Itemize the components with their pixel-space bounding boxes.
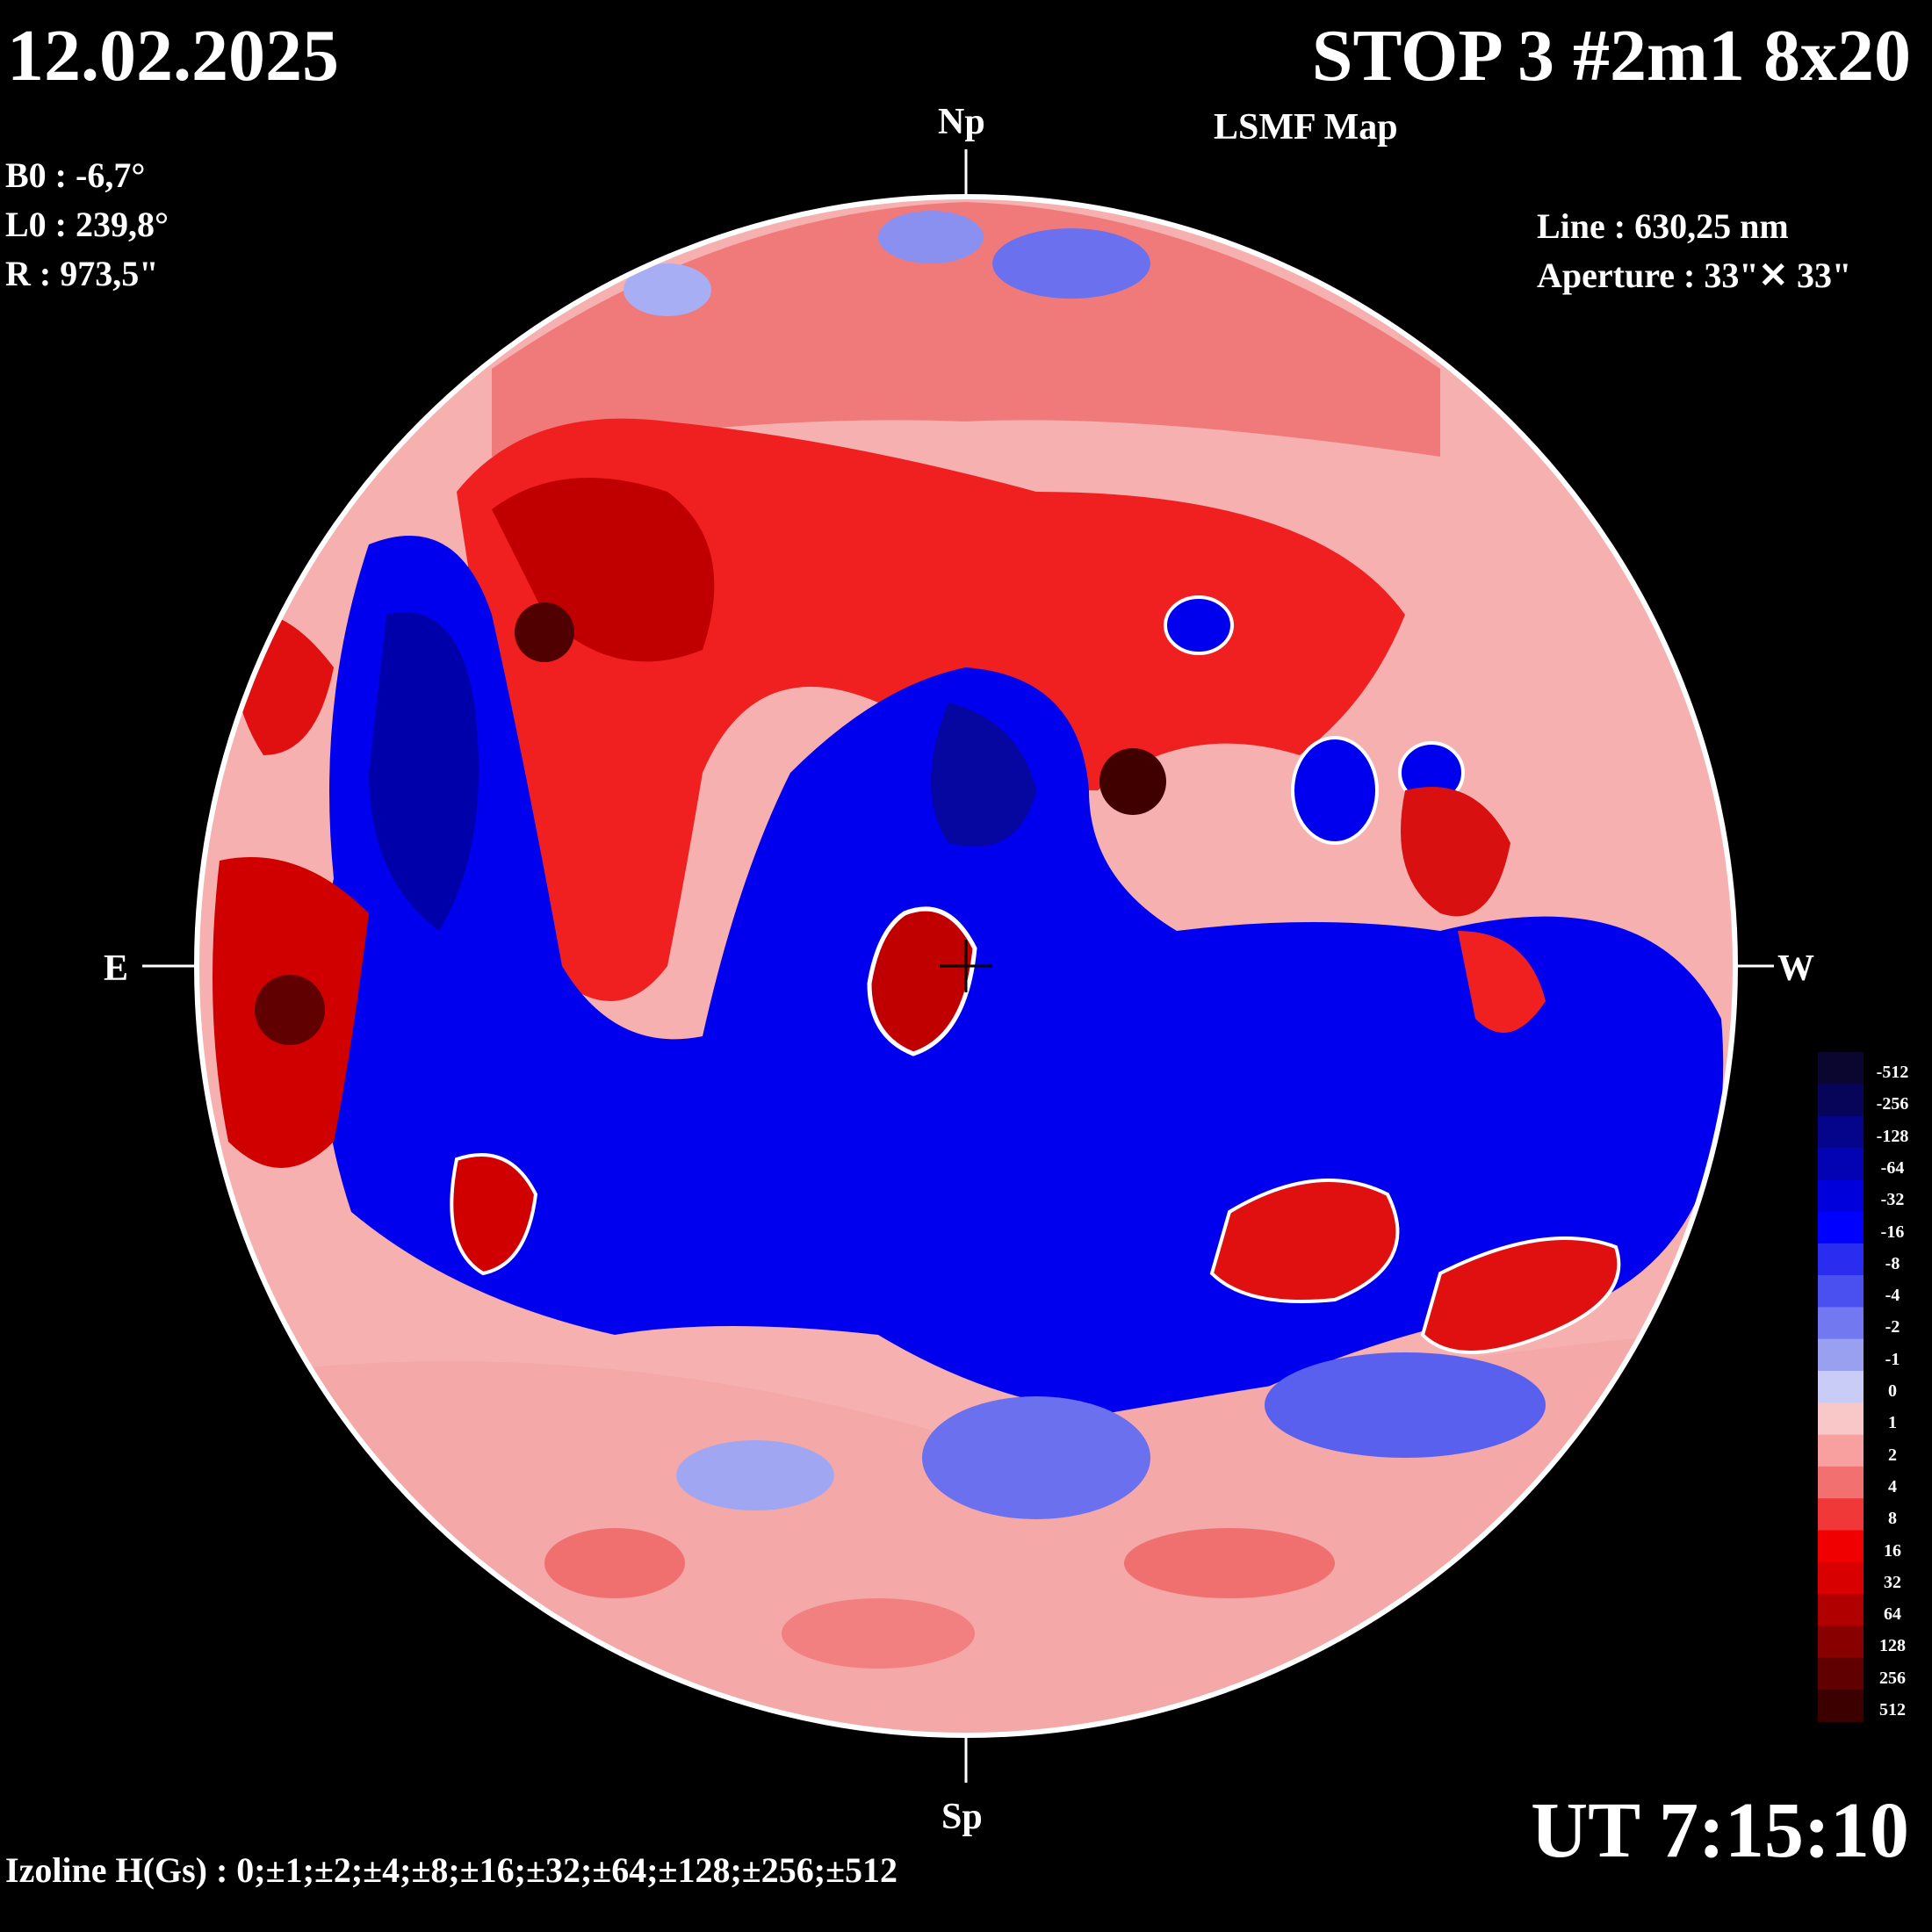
- radius-param: R : 973,5": [5, 254, 159, 293]
- colorbar-swatch: [1818, 1052, 1864, 1085]
- colorbar-swatch: [1818, 1466, 1864, 1499]
- colorbar-label: -256: [1876, 1094, 1909, 1114]
- disk-limb: [194, 194, 1738, 1738]
- colorbar-label: 32: [1884, 1572, 1901, 1592]
- colorbar-label: -32: [1880, 1190, 1905, 1210]
- colorbar-swatch: [1818, 1084, 1864, 1117]
- colorbar-swatch: [1818, 1115, 1864, 1149]
- aperture-param: Aperture : 33"✕ 33": [1537, 256, 1852, 295]
- colorbar-swatch: [1818, 1498, 1864, 1532]
- colorbar-swatch: [1818, 1307, 1864, 1340]
- colorbar-label: 64: [1884, 1604, 1901, 1625]
- east-label: E: [104, 948, 129, 989]
- colorbar-label: -16: [1880, 1222, 1905, 1242]
- colorbar-label: 512: [1879, 1700, 1906, 1719]
- colorbar-swatch: [1818, 1179, 1864, 1213]
- colorbar-swatch: [1818, 1594, 1864, 1626]
- north-pole-label: Np: [938, 102, 985, 142]
- colorbar-swatch: [1818, 1626, 1864, 1659]
- colorbar: [1818, 1052, 1864, 1722]
- izoline-legend: Izoline H(Gs) : 0;±1;±2;±4;±8;±16;±32;±6…: [5, 1850, 898, 1890]
- colorbar-swatch: [1818, 1147, 1864, 1180]
- colorbar-label: 0: [1888, 1381, 1897, 1401]
- colorbar-swatch: [1818, 1561, 1864, 1595]
- map-title: STOP 3 #2m1 8x20: [1311, 15, 1911, 97]
- colorbar-swatch: [1818, 1338, 1864, 1372]
- colorbar-label: -4: [1885, 1286, 1900, 1306]
- colorbar-label: 16: [1884, 1540, 1901, 1561]
- b0-param: B0 : -6,7°: [5, 155, 146, 195]
- line-param: Line : 630,25 nm: [1537, 206, 1789, 246]
- colorbar-label: 1: [1888, 1413, 1897, 1433]
- colorbar-label: -512: [1876, 1063, 1909, 1082]
- colorbar-swatch: [1818, 1434, 1864, 1467]
- ut-time: UT 7:15:10: [1531, 1787, 1909, 1874]
- colorbar-label: -8: [1885, 1253, 1900, 1273]
- west-label: W: [1777, 948, 1814, 989]
- south-pole-label: Sp: [941, 1797, 983, 1837]
- colorbar-label: -64: [1880, 1157, 1905, 1178]
- colorbar-swatch: [1818, 1530, 1864, 1563]
- colorbar-label: -128: [1876, 1126, 1909, 1146]
- colorbar-label: -1: [1885, 1349, 1900, 1369]
- map-subtitle: LSMF Map: [1214, 107, 1398, 148]
- colorbar-label: -2: [1885, 1317, 1900, 1337]
- l0-param: L0 : 239,8°: [5, 205, 169, 244]
- colorbar-label: 4: [1888, 1476, 1897, 1496]
- colorbar-label: 256: [1879, 1668, 1906, 1688]
- map-date: 12.02.2025: [7, 15, 339, 97]
- colorbar-label: 128: [1879, 1636, 1906, 1656]
- colorbar-swatch: [1818, 1657, 1864, 1690]
- colorbar-swatch: [1818, 1371, 1864, 1403]
- colorbar-swatch: [1818, 1275, 1864, 1308]
- colorbar-swatch: [1818, 1243, 1864, 1276]
- colorbar-swatch: [1818, 1690, 1864, 1722]
- colorbar-swatch: [1818, 1211, 1864, 1244]
- colorbar-swatch: [1818, 1402, 1864, 1436]
- colorbar-label: 2: [1888, 1445, 1897, 1465]
- colorbar-label: 8: [1888, 1509, 1897, 1529]
